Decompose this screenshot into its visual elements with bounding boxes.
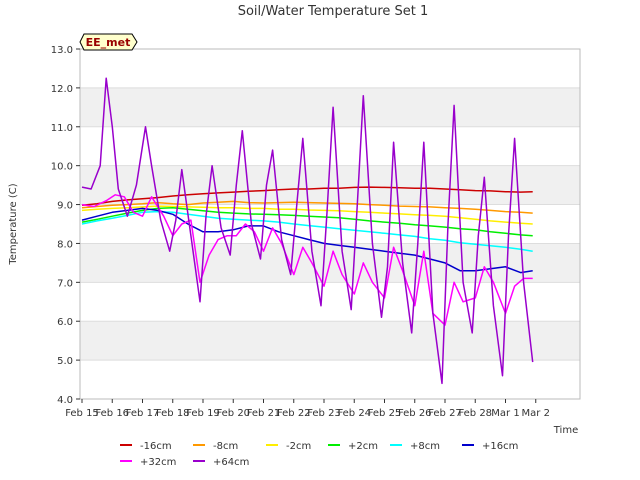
y-tick-label: 6.0 [57,317,73,328]
chart-title: Soil/Water Temperature Set 1 [238,4,429,19]
x-tick-label: Feb 17 [126,408,160,419]
station-label-box: EE_met [79,33,138,51]
band [80,360,580,399]
x-tick-label: Mar 2 [522,408,550,419]
y-tick-label: 10.0 [51,162,73,173]
legend-label: -2cm [286,441,311,452]
station-label: EE_met [86,36,131,49]
y-tick-label: 4.0 [57,395,73,406]
x-tick-label: Feb 26 [398,408,432,419]
legend-label: +2cm [348,441,378,452]
legend-label: -16cm [140,441,172,452]
x-tick-label: Mar 1 [491,408,519,419]
y-tick-label: 11.0 [51,123,73,134]
legend: -16cm -8cm -2cm +2cm +8cm +16cm +32cm +64cm [120,441,518,468]
x-tick-label: Feb 15 [65,408,99,419]
x-tick-label: Feb 21 [247,408,281,419]
y-axis-label: Temperature (C) [8,183,19,265]
x-tick-label: Feb 22 [277,408,311,419]
x-tick-label: Feb 20 [216,408,250,419]
y-tick-label: 5.0 [57,356,73,367]
x-tick-label: Feb 25 [368,408,402,419]
y-tick-label: 13.0 [51,45,73,56]
y-axis-ticks: 4.0 5.0 6.0 7.0 8.0 9.0 10.0 11.0 12.0 13.0 [51,45,80,406]
y-tick-label: 12.0 [51,84,73,95]
plot-bands [80,49,580,399]
legend-label: +8cm [410,441,440,452]
y-tick-label: 7.0 [57,278,73,289]
legend-label: +16cm [482,441,518,452]
x-tick-label: Feb 16 [95,408,129,419]
x-tick-label: Feb 18 [156,408,190,419]
band [80,87,580,127]
x-tick-label: Feb 19 [186,408,220,419]
series-lines [81,77,534,385]
y-tick-label: 9.0 [57,201,73,212]
series-line-+16cm [81,207,533,274]
legend-label: +32cm [140,457,176,468]
x-tick-label: Feb 24 [337,408,371,419]
x-tick-label: Feb 23 [307,408,341,419]
legend-label: -8cm [213,441,238,452]
y-tick-label: 8.0 [57,239,73,250]
series-line-+64cm [81,77,534,385]
band [80,49,580,88]
series-line-+8cm [81,210,533,252]
x-tick-label: Feb 27 [428,408,462,419]
x-tick-label: Feb 28 [458,408,492,419]
legend-label: +64cm [213,457,249,468]
plot-area [79,48,581,400]
x-axis-label: Time [553,425,578,436]
